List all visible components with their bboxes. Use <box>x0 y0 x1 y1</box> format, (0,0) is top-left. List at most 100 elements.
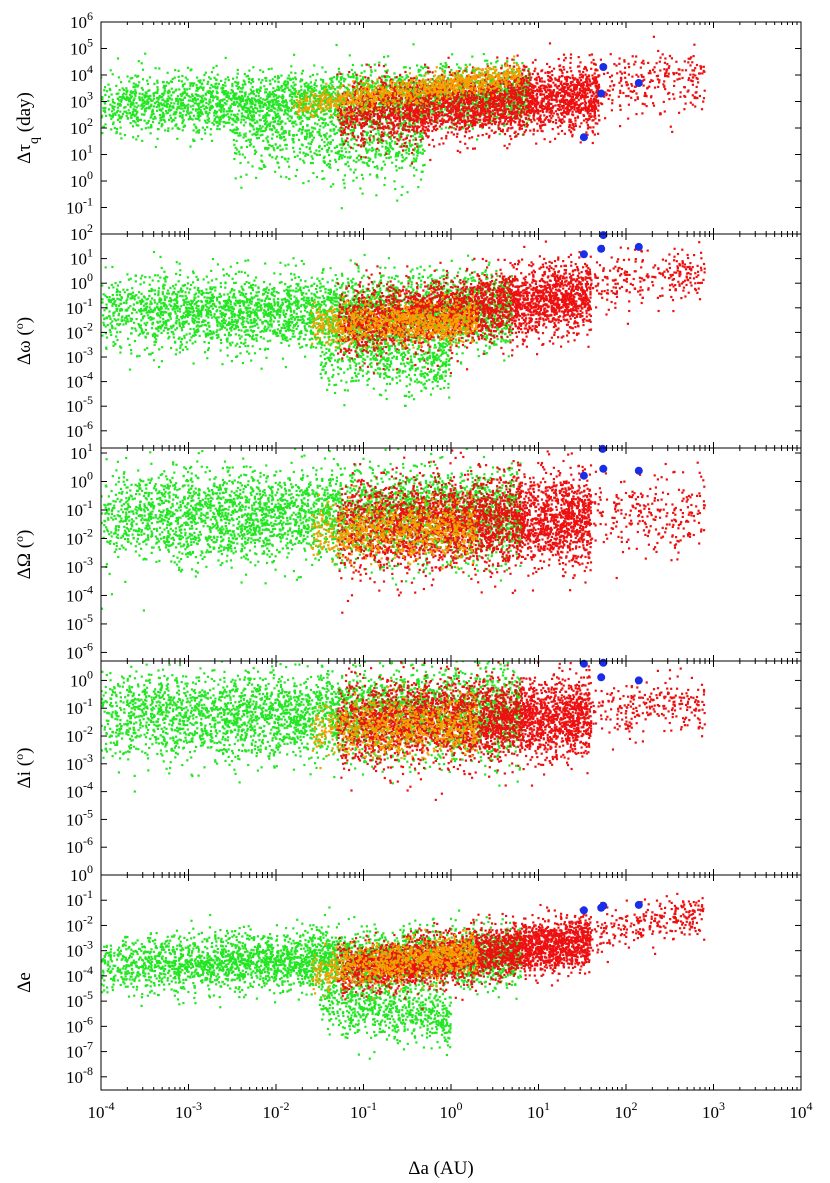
point <box>338 158 341 161</box>
point <box>287 157 290 160</box>
point <box>213 114 216 117</box>
point <box>504 97 508 101</box>
point <box>309 150 312 153</box>
point <box>409 145 413 148</box>
point <box>277 112 280 115</box>
point <box>237 134 240 137</box>
point <box>205 101 208 104</box>
point <box>580 85 583 88</box>
point <box>395 106 398 109</box>
point <box>265 88 268 91</box>
point <box>515 106 518 109</box>
point <box>501 97 504 100</box>
point <box>396 138 399 141</box>
point <box>194 93 197 96</box>
point <box>158 105 161 108</box>
point <box>232 113 236 116</box>
point <box>121 112 125 116</box>
point <box>256 128 259 131</box>
point <box>405 74 408 77</box>
point <box>191 95 194 98</box>
point <box>581 93 584 96</box>
point <box>275 103 278 106</box>
point <box>260 159 263 162</box>
point <box>527 67 530 71</box>
point <box>416 142 419 145</box>
point <box>341 141 344 144</box>
point <box>173 76 176 79</box>
point <box>507 113 510 116</box>
point <box>366 103 369 106</box>
point <box>257 99 260 103</box>
point <box>340 137 344 140</box>
point <box>333 132 336 135</box>
point <box>277 104 280 108</box>
point <box>184 105 187 108</box>
point <box>385 101 388 104</box>
point <box>145 107 148 110</box>
point <box>144 52 147 55</box>
point <box>369 138 372 142</box>
point <box>183 124 186 127</box>
point <box>368 110 371 113</box>
point <box>259 100 262 103</box>
point <box>264 123 267 126</box>
point <box>376 115 379 118</box>
point <box>288 133 291 136</box>
point <box>423 149 426 152</box>
point <box>377 96 380 99</box>
point <box>384 109 387 112</box>
point <box>370 69 373 72</box>
point <box>384 63 387 66</box>
point <box>247 113 250 116</box>
point <box>163 89 166 92</box>
point <box>340 110 343 113</box>
point <box>216 96 219 99</box>
point <box>592 106 595 109</box>
point <box>235 139 238 142</box>
point <box>294 78 297 81</box>
point <box>206 82 209 85</box>
point <box>272 106 275 110</box>
point <box>315 89 318 92</box>
point <box>347 143 350 146</box>
point <box>173 119 176 122</box>
point <box>506 105 509 108</box>
point <box>368 113 371 116</box>
point <box>251 116 254 119</box>
point <box>197 115 200 118</box>
point <box>137 135 140 138</box>
point <box>170 87 173 90</box>
point <box>371 149 374 152</box>
point <box>423 91 426 94</box>
point <box>246 110 249 113</box>
point <box>226 93 229 96</box>
point <box>196 129 199 133</box>
point <box>311 138 314 142</box>
point <box>383 183 386 187</box>
point <box>587 126 590 129</box>
point <box>248 130 252 133</box>
point <box>195 84 198 87</box>
point <box>439 67 442 70</box>
point <box>126 103 130 106</box>
point <box>143 101 146 105</box>
point <box>199 114 202 117</box>
point <box>176 102 179 106</box>
point <box>471 101 474 104</box>
point <box>482 95 485 98</box>
point <box>401 76 404 79</box>
point <box>196 76 199 79</box>
point <box>304 85 307 88</box>
point <box>345 112 348 115</box>
point <box>323 161 326 164</box>
point <box>424 71 428 74</box>
point <box>373 63 376 66</box>
point <box>309 142 312 146</box>
point <box>235 126 238 129</box>
point <box>224 92 227 95</box>
point <box>156 96 159 100</box>
point <box>308 132 311 135</box>
point <box>214 109 217 112</box>
point <box>394 110 397 114</box>
